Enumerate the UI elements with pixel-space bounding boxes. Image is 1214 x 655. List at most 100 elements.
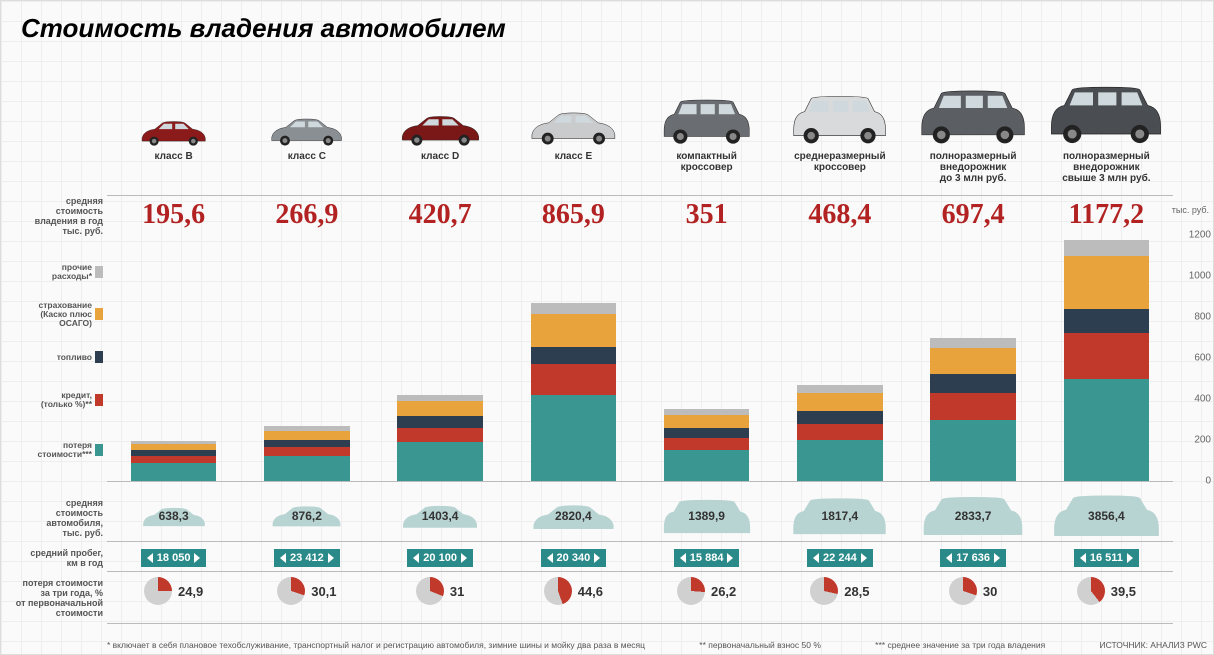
price-silhouette: 2833,7 bbox=[907, 495, 1040, 537]
class-label: класс B bbox=[107, 151, 240, 162]
chevron-left-icon bbox=[1080, 553, 1086, 563]
mileage-badge: 20 340 bbox=[541, 549, 607, 567]
mileage-value: 22 244 bbox=[823, 552, 857, 564]
price-silhouette: 1403,4 bbox=[374, 495, 507, 537]
infographic-root: Стоимость владения автомобилем средняя с… bbox=[0, 0, 1214, 655]
mileage-row: 20 340 bbox=[507, 549, 640, 567]
annual-cost-value: 865,9 bbox=[507, 199, 640, 231]
bar-zone bbox=[107, 235, 240, 481]
y-tick: 400 bbox=[1194, 394, 1211, 405]
legend-loss: потеря стоимости*** bbox=[38, 441, 93, 459]
mileage-value: 15 884 bbox=[690, 552, 724, 564]
label-avg-cost-year: средняя стоимость владения в год тыс. ру… bbox=[35, 197, 103, 237]
bar-segment-fuel bbox=[1064, 309, 1149, 334]
chevron-right-icon bbox=[994, 553, 1000, 563]
swatch-fuel bbox=[95, 351, 103, 363]
car-image bbox=[907, 37, 1040, 147]
y-tick: 0 bbox=[1205, 476, 1211, 487]
bar-zone bbox=[374, 235, 507, 481]
mileage-value: 20 340 bbox=[557, 552, 591, 564]
bar-segment-insurance bbox=[264, 431, 349, 440]
car-price-value: 3856,4 bbox=[1088, 509, 1125, 523]
pie-icon bbox=[810, 577, 838, 605]
footnote-2: ** первоначальный взнос 50 % bbox=[699, 640, 821, 650]
price-silhouette: 2820,4 bbox=[507, 495, 640, 537]
class-label: компактный кроссовер bbox=[640, 151, 773, 173]
car-icon bbox=[785, 92, 894, 147]
car-icon bbox=[656, 96, 757, 147]
bar-segment-loss bbox=[531, 395, 616, 481]
pie-icon bbox=[949, 577, 977, 605]
car-image bbox=[507, 37, 640, 147]
mileage-badge: 20 100 bbox=[407, 549, 473, 567]
category-column: класс E865,9 2820,4 20 340 44,6 bbox=[507, 1, 640, 655]
car-image bbox=[374, 37, 507, 147]
bar-segment-fuel bbox=[664, 428, 749, 438]
loss-pct-value: 24,9 bbox=[178, 584, 203, 599]
car-price-value: 1403,4 bbox=[422, 509, 459, 523]
swatch-insurance bbox=[95, 308, 103, 320]
loss-pct-row: 30,1 bbox=[240, 577, 373, 605]
stacked-bar bbox=[930, 338, 1015, 481]
bar-segment-other bbox=[531, 303, 616, 313]
loss-pct-value: 39,5 bbox=[1111, 584, 1136, 599]
bar-segment-loss bbox=[1064, 379, 1149, 482]
swatch-loss bbox=[95, 444, 103, 456]
mileage-row: 22 244 bbox=[773, 549, 906, 567]
pie-icon bbox=[277, 577, 305, 605]
stacked-bar bbox=[531, 303, 616, 481]
car-icon bbox=[912, 86, 1034, 147]
bar-segment-credit bbox=[664, 438, 749, 450]
bar-segment-loss bbox=[264, 456, 349, 481]
bar-segment-fuel bbox=[397, 416, 482, 427]
chevron-left-icon bbox=[813, 553, 819, 563]
y-tick: 1200 bbox=[1189, 230, 1211, 241]
legend-other: прочие расходы* bbox=[52, 263, 92, 281]
mileage-row: 18 050 bbox=[107, 549, 240, 567]
bar-segment-loss bbox=[664, 450, 749, 481]
chevron-left-icon bbox=[413, 553, 419, 563]
label-avg-car-price: средняя стоимость автомобиля, тыс. руб. bbox=[46, 499, 103, 539]
loss-pct-value: 28,5 bbox=[844, 584, 869, 599]
mileage-value: 18 050 bbox=[157, 552, 191, 564]
loss-pct-row: 28,5 bbox=[773, 577, 906, 605]
stacked-bar bbox=[264, 426, 349, 481]
label-loss-pct: потеря стоимости за три года, % от перво… bbox=[16, 579, 103, 619]
mileage-value: 23 412 bbox=[290, 552, 324, 564]
bar-segment-loss bbox=[131, 463, 216, 481]
mileage-value: 16 511 bbox=[1090, 552, 1123, 564]
car-price-value: 2833,7 bbox=[955, 509, 992, 523]
price-silhouette: 3856,4 bbox=[1040, 495, 1173, 537]
bar-zone bbox=[507, 235, 640, 481]
mileage-row: 16 511 bbox=[1040, 549, 1173, 567]
car-price-value: 638,3 bbox=[159, 509, 189, 523]
mileage-badge: 15 884 bbox=[674, 549, 740, 567]
pie-icon bbox=[416, 577, 444, 605]
bar-segment-insurance bbox=[664, 415, 749, 427]
class-label: класс D bbox=[374, 151, 507, 162]
chevron-right-icon bbox=[594, 553, 600, 563]
car-image bbox=[640, 37, 773, 147]
bar-zone bbox=[640, 235, 773, 481]
mileage-badge: 23 412 bbox=[274, 549, 340, 567]
category-column: полноразмерный внедорожник до 3 млн руб.… bbox=[907, 1, 1040, 655]
class-label: среднеразмерный кроссовер bbox=[773, 151, 906, 173]
class-label: класс C bbox=[240, 151, 373, 162]
bar-segment-other bbox=[1064, 240, 1149, 256]
category-column: среднеразмерный кроссовер468,4 1817,4 22… bbox=[773, 1, 906, 655]
bar-segment-other bbox=[797, 385, 882, 393]
footnote-source: ИСТОЧНИК: АНАЛИЗ PWC bbox=[1100, 640, 1207, 650]
car-price-value: 876,2 bbox=[292, 509, 322, 523]
legend-credit: кредит, (только %)** bbox=[41, 391, 92, 409]
pie-icon bbox=[677, 577, 705, 605]
car-icon bbox=[524, 107, 623, 147]
car-image bbox=[773, 37, 906, 147]
swatch-credit bbox=[95, 394, 103, 406]
stacked-bar bbox=[1064, 240, 1149, 481]
y-tick: 1000 bbox=[1189, 271, 1211, 282]
mileage-badge: 16 511 bbox=[1074, 549, 1139, 567]
chevron-right-icon bbox=[461, 553, 467, 563]
label-mileage: средний пробег, км в год bbox=[30, 549, 103, 569]
annual-cost-value: 420,7 bbox=[374, 199, 507, 231]
loss-pct-row: 39,5 bbox=[1040, 577, 1173, 605]
